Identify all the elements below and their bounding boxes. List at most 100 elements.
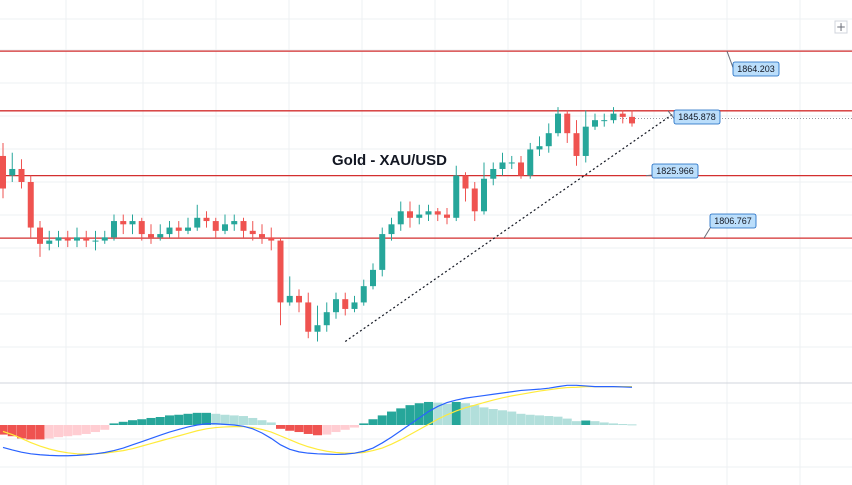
candle-body xyxy=(388,224,395,235)
candle-body xyxy=(55,237,62,241)
candles xyxy=(0,107,635,342)
histogram-bar xyxy=(414,403,424,425)
candle-body xyxy=(175,227,182,231)
level-label-text: 1864.203 xyxy=(737,64,775,74)
histogram-bar xyxy=(294,425,304,433)
histogram-bar xyxy=(599,422,609,425)
candle-body xyxy=(351,302,358,309)
candle-body xyxy=(249,230,256,235)
histogram-bar xyxy=(525,414,535,425)
candle-body xyxy=(166,227,173,235)
histogram-bar xyxy=(405,405,415,425)
candle-body xyxy=(453,175,460,218)
histogram-bar xyxy=(202,412,211,425)
candle-body xyxy=(37,227,43,244)
candle-body xyxy=(527,149,534,176)
candle-body xyxy=(92,240,99,242)
candle-body xyxy=(129,221,136,225)
candle-body xyxy=(9,168,16,176)
histogram-bar xyxy=(165,415,174,425)
candle-body xyxy=(157,234,164,238)
histogram-bar xyxy=(544,416,554,425)
histogram-bar xyxy=(609,423,618,425)
candle-body xyxy=(342,299,349,309)
plus-icon-frame xyxy=(834,20,848,34)
histogram-bar xyxy=(0,425,8,435)
histogram-bar xyxy=(396,408,406,425)
candle-body xyxy=(277,240,284,303)
candle-body xyxy=(185,227,191,231)
histogram-bar xyxy=(257,420,267,425)
plus-icon: + xyxy=(836,20,846,34)
candle-body xyxy=(610,113,617,121)
histogram-bar xyxy=(128,420,137,425)
candle-body xyxy=(573,133,580,156)
histogram-bar xyxy=(572,421,581,425)
histogram-bar xyxy=(377,415,387,425)
candle-body xyxy=(629,116,635,124)
histogram-bar xyxy=(590,421,600,425)
candle-body xyxy=(333,299,339,313)
histogram-bar xyxy=(553,416,563,425)
candle-body xyxy=(231,221,238,225)
candle-body xyxy=(508,162,515,164)
candle-body xyxy=(314,325,321,332)
histogram-bar xyxy=(174,414,184,425)
histogram-bar xyxy=(7,425,17,437)
candle-body xyxy=(518,162,524,176)
candle-body xyxy=(64,237,71,241)
candle-body xyxy=(462,175,469,189)
histogram-bar xyxy=(63,425,73,437)
histogram-bar xyxy=(627,424,637,426)
level-label-box xyxy=(732,61,780,77)
histogram-bar xyxy=(146,417,156,425)
candle-body xyxy=(111,221,117,238)
level-label-text: 1806.767 xyxy=(714,216,752,226)
level-label-text: 1845.878 xyxy=(678,112,716,122)
candle-body xyxy=(564,113,571,134)
candle-body xyxy=(444,214,450,218)
candle-body xyxy=(83,237,90,241)
histogram-bar xyxy=(266,422,276,425)
candle-body xyxy=(323,312,330,326)
histogram-bar xyxy=(81,425,91,434)
candle-body xyxy=(601,120,608,122)
candle-body xyxy=(286,295,293,303)
histogram-bar xyxy=(498,410,507,425)
candle-body xyxy=(360,286,367,303)
level-labels: 1864.203 1845.878 1825.966 1806.767 xyxy=(645,50,780,239)
candle-body xyxy=(490,168,497,179)
histogram-bar xyxy=(433,402,443,425)
candle-body xyxy=(27,181,34,228)
candle-body xyxy=(222,224,228,231)
histogram-bar xyxy=(26,425,36,440)
candle-body xyxy=(481,178,487,212)
candle-body xyxy=(18,168,25,182)
candle-body xyxy=(471,188,478,212)
trendline xyxy=(344,109,679,342)
candle-body xyxy=(296,295,302,303)
candle-body xyxy=(499,162,506,169)
level-label-box xyxy=(673,109,721,125)
histogram-bar xyxy=(562,418,572,425)
candle-body xyxy=(536,146,543,150)
histogram-bar xyxy=(17,425,26,439)
candle-body xyxy=(592,120,598,127)
plus-icon-button[interactable]: + xyxy=(834,20,848,34)
histogram-bar xyxy=(618,424,628,426)
histogram-bar xyxy=(303,425,313,434)
histogram-bar xyxy=(54,425,63,438)
candle-body xyxy=(407,211,413,218)
candle-body xyxy=(194,217,201,228)
histogram-bar xyxy=(183,413,193,425)
histogram-bar xyxy=(331,425,341,433)
level-label-text: 1825.966 xyxy=(656,166,694,176)
histogram-bar xyxy=(387,411,396,425)
candle-body xyxy=(416,214,423,218)
histogram-bar xyxy=(535,415,544,425)
candle-body xyxy=(101,237,108,241)
histogram-bar xyxy=(109,423,119,425)
histogram-bar xyxy=(72,425,82,436)
macd-line xyxy=(2,384,633,457)
